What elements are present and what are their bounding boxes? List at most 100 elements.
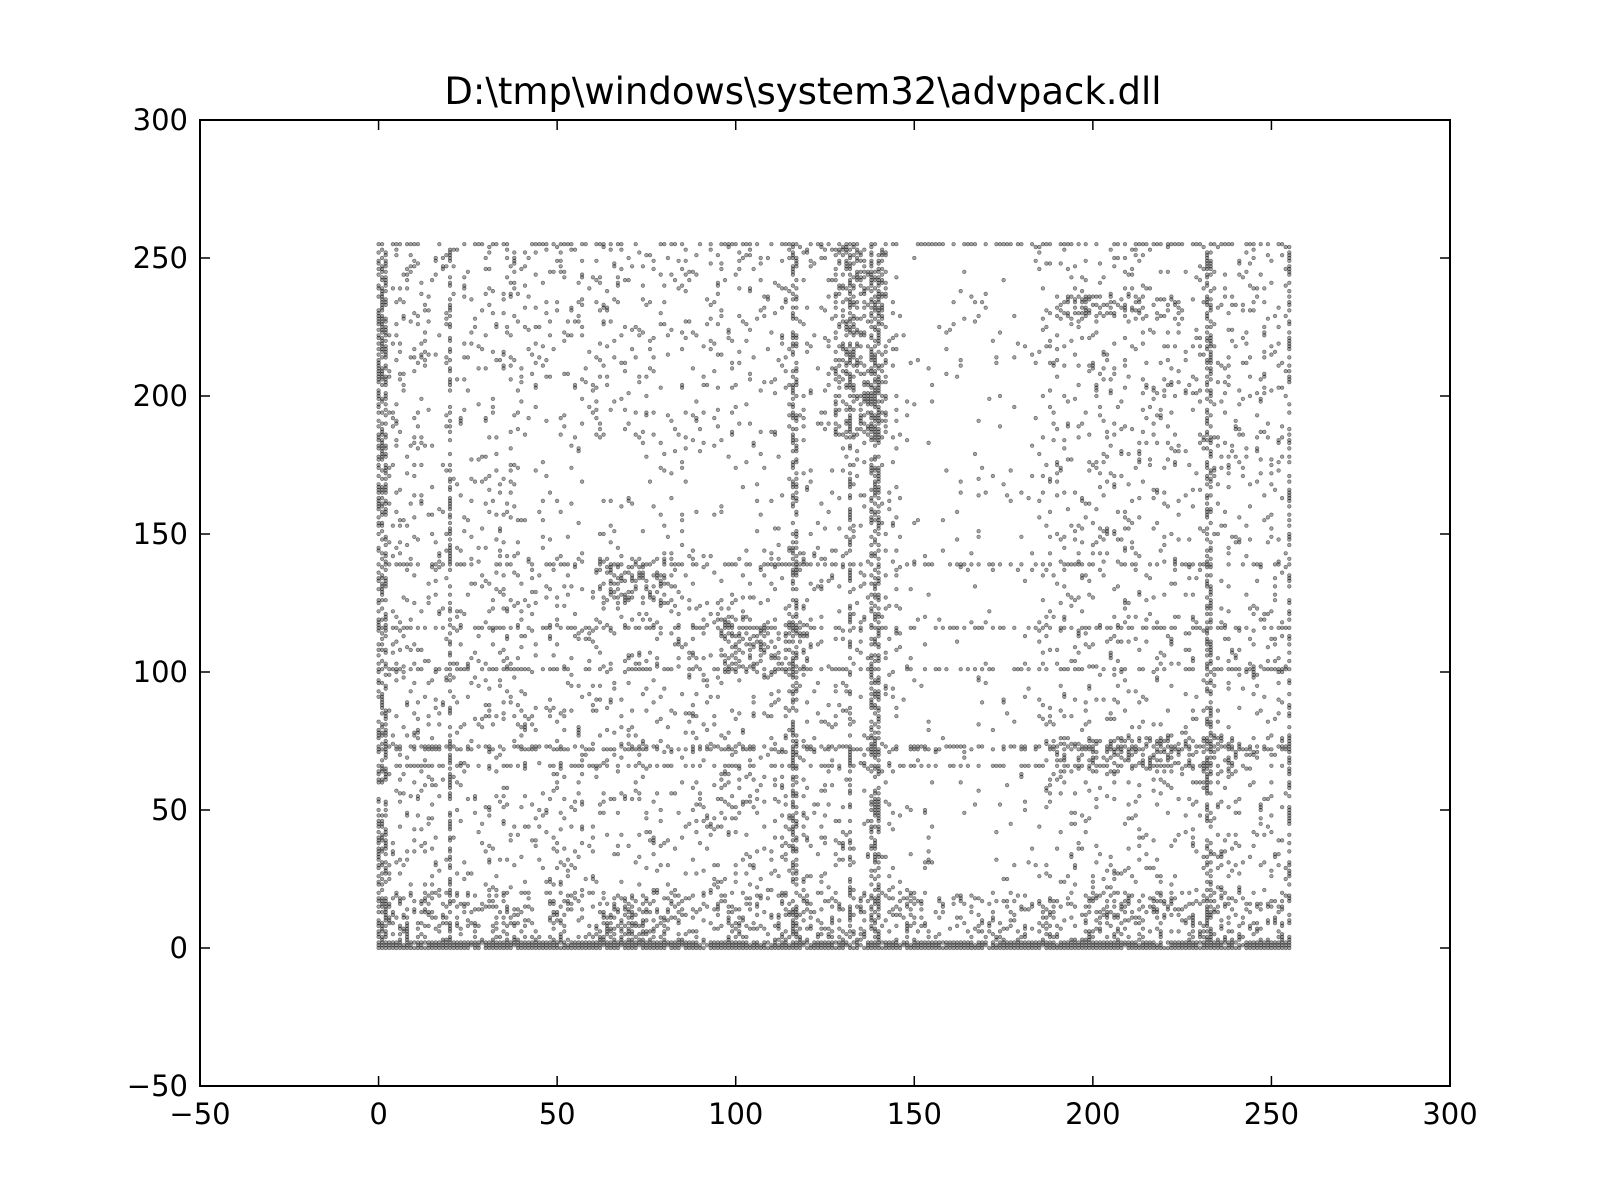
data-point [876,912,881,918]
data-point [790,755,796,760]
data-point [447,537,453,542]
data-point [565,371,571,377]
data-point [658,573,663,578]
data-point [1187,382,1192,388]
data-point [747,625,753,630]
data-point [1037,945,1042,951]
data-point [1208,476,1213,481]
data-point [844,244,849,250]
data-point [501,940,506,945]
data-point [447,879,453,884]
data-point [669,272,674,277]
data-point [1119,297,1124,302]
data-point [569,683,574,688]
data-point [469,562,474,567]
data-point [397,377,403,382]
data-point [1076,242,1081,247]
data-point [380,876,385,882]
data-point [515,427,521,432]
data-point [412,945,417,951]
data-point [794,741,799,746]
data-point [590,683,596,688]
data-point [847,923,853,929]
data-point [1154,758,1160,763]
data-point [376,609,381,614]
data-point [869,691,874,697]
data-point [447,766,453,771]
data-point [729,940,735,945]
data-point [1283,625,1288,630]
data-point [876,606,881,611]
data-point [847,929,853,934]
data-point [883,280,888,285]
data-point [1262,625,1267,630]
data-point [876,341,881,346]
data-point [1147,404,1153,410]
data-point [444,744,449,749]
data-point [815,940,821,945]
data-point [790,843,796,849]
data-point [1040,598,1045,603]
data-point [376,283,381,288]
data-point [854,940,860,945]
data-point [979,945,985,951]
data-point [1194,898,1199,904]
data-point [376,617,381,622]
data-point [597,374,603,379]
data-point [1040,625,1045,630]
data-point [1197,763,1203,768]
data-point [1062,344,1067,349]
data-point [390,741,396,746]
data-point [847,838,853,843]
data-point [697,943,703,948]
data-point [1276,940,1281,945]
data-point [422,744,428,749]
data-point [1269,763,1274,768]
data-point [1247,747,1253,752]
data-point [1137,736,1142,741]
data-point [390,242,396,247]
data-point [1222,849,1228,854]
data-point [769,763,774,768]
data-point [383,714,388,719]
data-point [844,708,849,713]
data-point [376,943,381,948]
data-point [783,669,788,675]
data-point [522,747,528,752]
data-point [1204,636,1210,642]
data-point [851,300,856,305]
data-point [794,650,799,655]
data-point [415,562,421,567]
data-point [1233,625,1238,630]
data-point [794,438,799,443]
data-point [1183,493,1188,498]
data-point [604,570,610,575]
data-point [380,617,385,622]
data-point [869,534,874,539]
data-point [612,581,617,586]
data-point [744,562,749,567]
data-point [447,247,453,252]
data-point [508,562,513,567]
data-point [380,700,385,705]
data-point [1233,302,1238,308]
data-point [1079,316,1085,321]
data-point [572,625,578,630]
data-point [876,758,881,763]
data-point [847,247,853,252]
data-point [737,766,742,771]
data-point [844,250,849,255]
data-point [858,523,863,528]
data-point [1008,744,1013,749]
data-point [1144,573,1149,578]
data-point [633,242,638,247]
data-point [608,592,613,597]
data-point [858,650,863,655]
data-point [854,432,860,437]
data-point [476,344,481,349]
data-point [790,531,796,537]
data-point [637,667,642,672]
data-point [380,468,385,473]
data-point [1208,449,1213,454]
data-point [847,435,853,440]
